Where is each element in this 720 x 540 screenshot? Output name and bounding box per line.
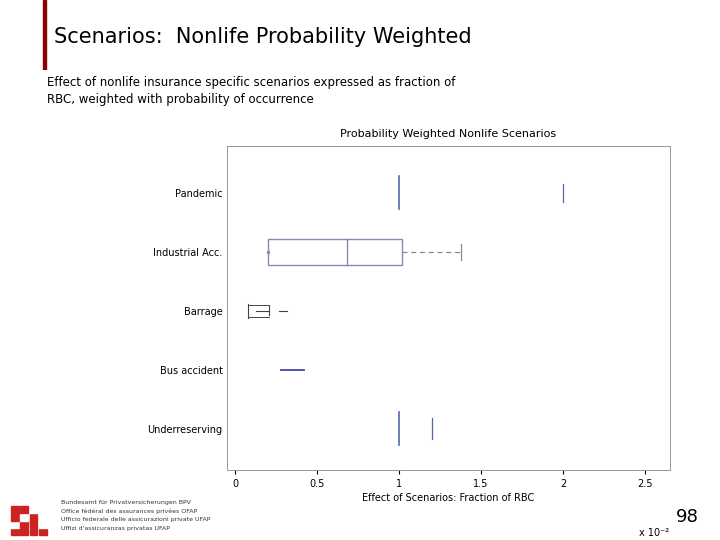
Bar xyxy=(30,529,37,536)
Text: x 10⁻²: x 10⁻² xyxy=(639,528,670,538)
Bar xyxy=(43,0,46,70)
Bar xyxy=(11,521,19,528)
Bar xyxy=(20,514,28,521)
Bar xyxy=(39,521,47,528)
Bar xyxy=(20,507,28,513)
Bar xyxy=(30,521,37,528)
Text: Scenarios:  Nonlife Probability Weighted: Scenarios: Nonlife Probability Weighted xyxy=(54,26,472,46)
Bar xyxy=(39,514,47,521)
Bar xyxy=(39,507,47,513)
Bar xyxy=(11,514,19,521)
Bar xyxy=(268,239,402,265)
Bar xyxy=(11,507,19,513)
Text: Uffizi d'assicuranzas privatas UFAP: Uffizi d'assicuranzas privatas UFAP xyxy=(61,526,170,531)
Title: Probability Weighted Nonlife Scenarios: Probability Weighted Nonlife Scenarios xyxy=(340,130,557,139)
Text: Effect of nonlife insurance specific scenarios expressed as fraction of
RBC, wei: Effect of nonlife insurance specific sce… xyxy=(47,76,455,106)
Bar xyxy=(39,529,47,536)
Bar xyxy=(11,529,19,536)
Bar xyxy=(30,514,37,521)
Bar xyxy=(20,521,28,528)
Bar xyxy=(20,529,28,536)
Text: Office fédéral des assurances privées OFAP: Office fédéral des assurances privées OF… xyxy=(61,508,197,514)
Text: Ufficio federale delle assicurazioni private UFAP: Ufficio federale delle assicurazioni pri… xyxy=(61,517,210,522)
Text: 98: 98 xyxy=(675,508,698,526)
Bar xyxy=(30,507,37,513)
X-axis label: Effect of Scenarios: Fraction of RBC: Effect of Scenarios: Fraction of RBC xyxy=(362,493,534,503)
Text: Bundesamt für Privatversicherungen BPV: Bundesamt für Privatversicherungen BPV xyxy=(61,500,191,505)
